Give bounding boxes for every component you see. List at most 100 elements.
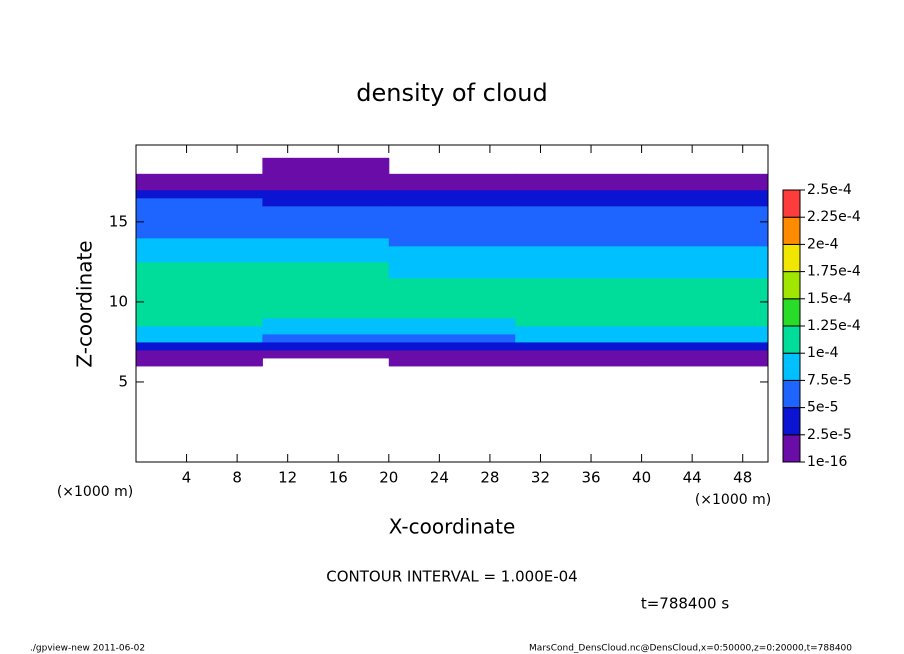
- colorbar-label: 1.5e-4: [807, 291, 852, 307]
- colorbar-box: [782, 271, 801, 300]
- cell: [388, 285, 516, 295]
- cell: [262, 333, 390, 343]
- cell: [136, 197, 263, 207]
- cell: [388, 245, 516, 255]
- cell: [515, 237, 643, 247]
- cell: [262, 229, 390, 239]
- x-tick-label: 44: [683, 469, 702, 487]
- plot-frame: [135, 144, 769, 463]
- time-note: t=788400 s: [641, 595, 729, 613]
- cell: [136, 269, 263, 279]
- cell: [136, 181, 263, 191]
- cell: [641, 229, 769, 239]
- colorbar-label: 1e-16: [807, 454, 847, 470]
- cell: [388, 205, 516, 215]
- cell: [515, 349, 643, 359]
- cell: [515, 301, 643, 311]
- x-tick-label: 4: [182, 469, 192, 487]
- colorbar-label: 1.75e-4: [807, 264, 861, 280]
- cell: [641, 173, 769, 183]
- footer-left: ./gpview-new 2011-06-02: [30, 644, 145, 654]
- cell: [388, 237, 516, 247]
- cell: [641, 245, 769, 255]
- x-tick-label: 40: [632, 469, 651, 487]
- cell: [262, 237, 390, 247]
- cell: [515, 309, 643, 319]
- colorbar-box: [782, 379, 801, 409]
- cell: [515, 261, 643, 271]
- cell: [515, 229, 643, 239]
- contour-note: CONTOUR INTERVAL = 1.000E-04: [326, 568, 577, 586]
- x-tick-label: 48: [733, 469, 752, 487]
- cell: [641, 317, 769, 327]
- cell: [515, 285, 643, 295]
- y-axis-label: Z-coordinate: [73, 240, 97, 367]
- cell: [641, 261, 769, 271]
- cell: [136, 301, 263, 311]
- cell: [136, 213, 263, 223]
- field: [136, 157, 769, 367]
- cell: [388, 341, 516, 351]
- colorbar-label: 2e-4: [807, 236, 839, 252]
- cell: [262, 245, 390, 255]
- cell: [515, 245, 643, 255]
- cell: [641, 293, 769, 303]
- colorbar-box: [782, 407, 801, 436]
- colorbar-box: [782, 243, 801, 273]
- y-tick-label: 10: [109, 292, 128, 310]
- colorbar-label: 2.5e-4: [807, 182, 852, 198]
- cell: [262, 277, 390, 287]
- cell: [388, 277, 516, 287]
- x-tick-label: 28: [480, 469, 499, 487]
- cell: [136, 341, 263, 351]
- y-tick-label: 5: [118, 372, 128, 390]
- cell: [136, 349, 263, 359]
- cell: [388, 349, 516, 359]
- cell: [262, 301, 390, 311]
- cell: [388, 213, 516, 223]
- cell: [515, 293, 643, 303]
- footer-right: MarsCond_DensCloud.nc@DensCloud,x=0:5000…: [529, 644, 852, 654]
- cell: [262, 181, 390, 191]
- cell: [136, 221, 263, 231]
- cell: [262, 285, 390, 295]
- cell: [515, 173, 643, 183]
- cell: [388, 229, 516, 239]
- x-unit-left: (×1000 m): [57, 484, 133, 500]
- cell: [641, 349, 769, 359]
- cell: [136, 317, 263, 327]
- cell: [388, 253, 516, 263]
- cell: [641, 341, 769, 351]
- cell: [136, 245, 263, 255]
- colorbar-box: [782, 298, 801, 327]
- cell: [641, 277, 769, 287]
- colorbar-box: [782, 325, 801, 354]
- cell: [262, 189, 390, 199]
- cell: [262, 309, 390, 319]
- cell: [388, 261, 516, 271]
- cell: [515, 189, 643, 199]
- cell: [515, 357, 643, 367]
- cell: [262, 349, 390, 359]
- cell: [262, 253, 390, 263]
- cell: [641, 309, 769, 319]
- cell: [262, 157, 390, 167]
- x-axis-label: X-coordinate: [389, 515, 516, 539]
- colorbar-box: [782, 352, 801, 381]
- cell: [641, 301, 769, 311]
- colorbar-label: 7.5e-5: [807, 372, 852, 388]
- cell: [136, 309, 263, 319]
- cell: [136, 293, 263, 303]
- cell: [641, 285, 769, 295]
- cell: [136, 205, 263, 215]
- cell: [136, 261, 263, 271]
- cell: [262, 197, 390, 207]
- cell: [262, 341, 390, 351]
- cell: [388, 357, 516, 367]
- colorbar-label: 2.5e-5: [807, 427, 852, 443]
- cell: [641, 221, 769, 231]
- cell: [388, 173, 516, 183]
- colorbar-label: 5e-5: [807, 400, 838, 416]
- colorbar-box: [782, 216, 801, 245]
- cell: [262, 165, 390, 175]
